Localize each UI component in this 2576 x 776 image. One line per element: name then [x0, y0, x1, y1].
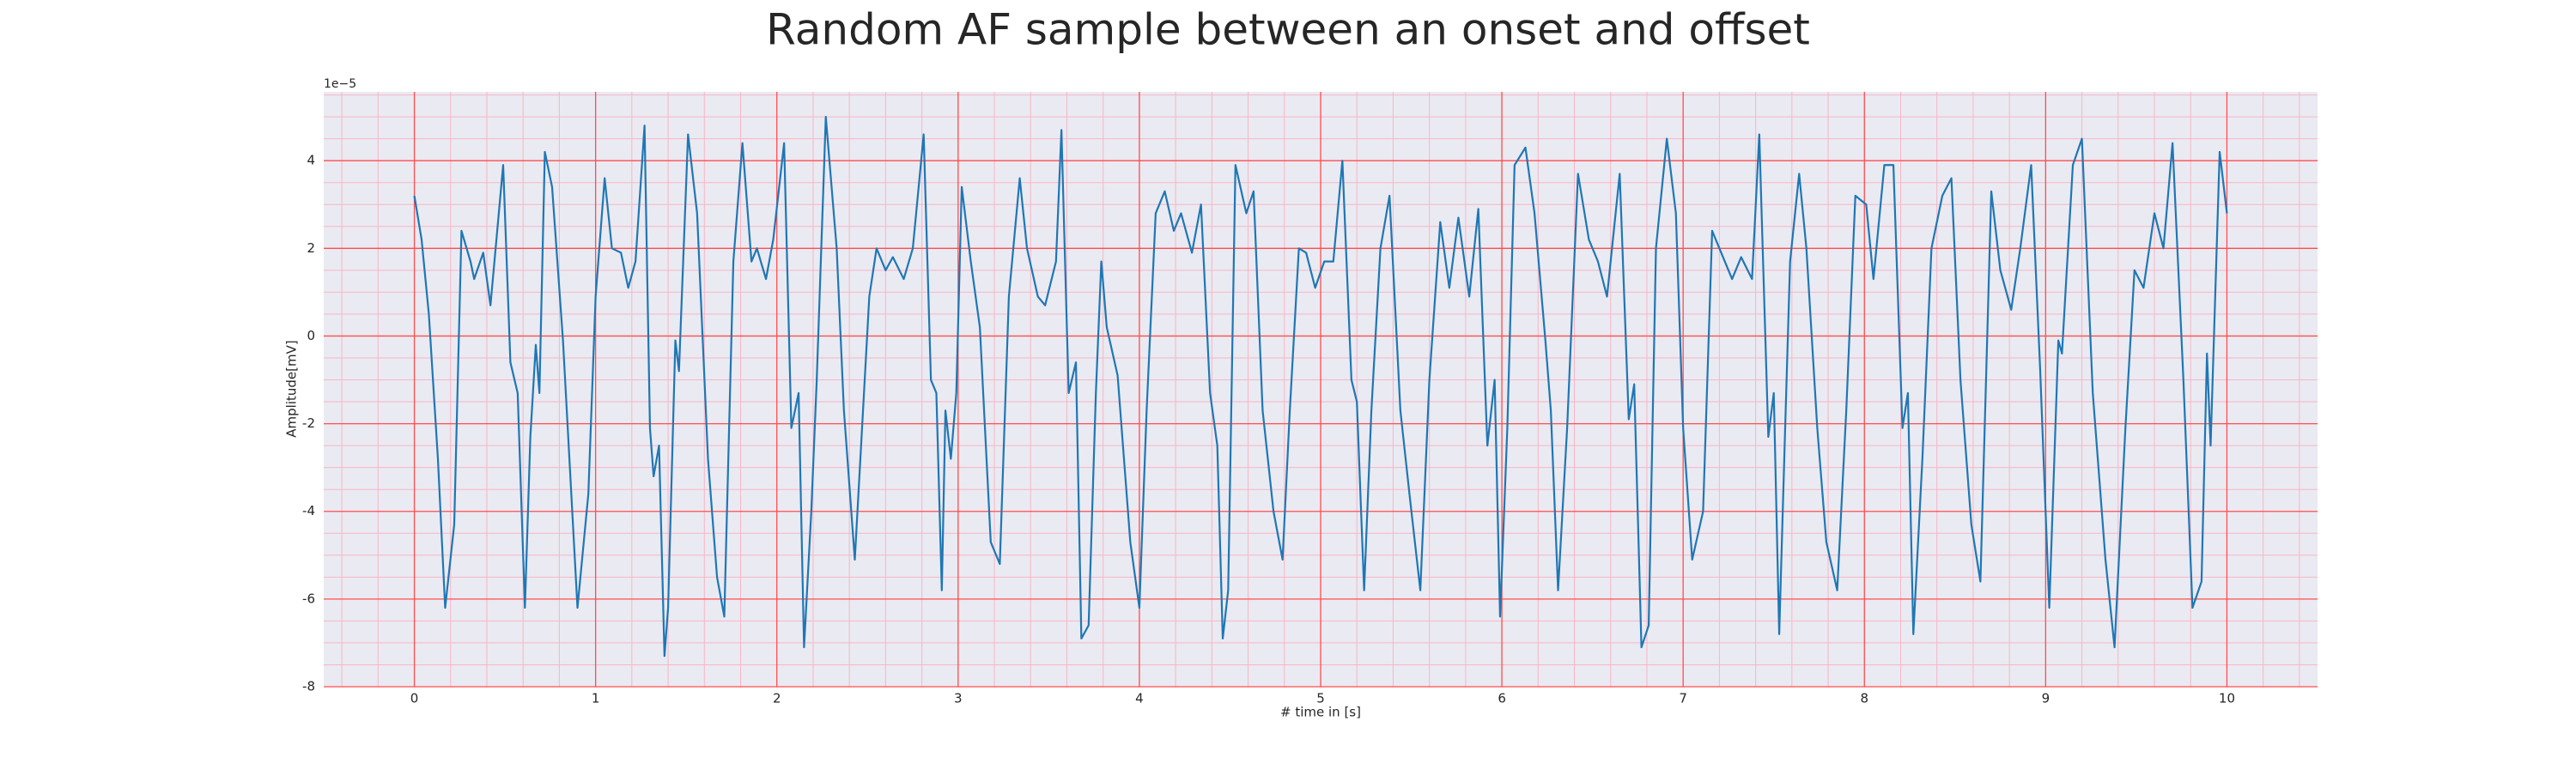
x-tick-label: 10	[2219, 691, 2235, 706]
x-tick-label: 3	[954, 691, 963, 706]
x-tick-label: 5	[1316, 691, 1325, 706]
y-tick-label: -8	[302, 679, 315, 694]
y-tick-label: 4	[307, 153, 315, 168]
y-offset-text: 1e−5	[324, 77, 356, 91]
y-tick-label: -2	[302, 415, 315, 431]
y-axis-label: Amplitude[mV]	[284, 340, 300, 437]
x-tick-label: 0	[410, 691, 419, 706]
y-tick-label: -4	[302, 503, 315, 518]
y-tick-label: -6	[302, 591, 315, 606]
x-tick-label: 6	[1498, 691, 1506, 706]
x-tick-label: 8	[1860, 691, 1868, 706]
plot-area	[324, 92, 2318, 688]
x-tick-label: 4	[1135, 691, 1144, 706]
chart-title: Random AF sample between an onset and of…	[766, 5, 1810, 55]
y-tick-label: 2	[307, 240, 315, 256]
signal-line	[413, 116, 2228, 658]
x-axis-label: # time in [s]	[1280, 705, 1361, 720]
x-tick-label: 7	[1679, 691, 1687, 706]
y-tick-label: 0	[307, 328, 315, 343]
x-tick-label: 1	[592, 691, 600, 706]
x-tick-label: 9	[2042, 691, 2050, 706]
x-tick-label: 2	[773, 691, 781, 706]
